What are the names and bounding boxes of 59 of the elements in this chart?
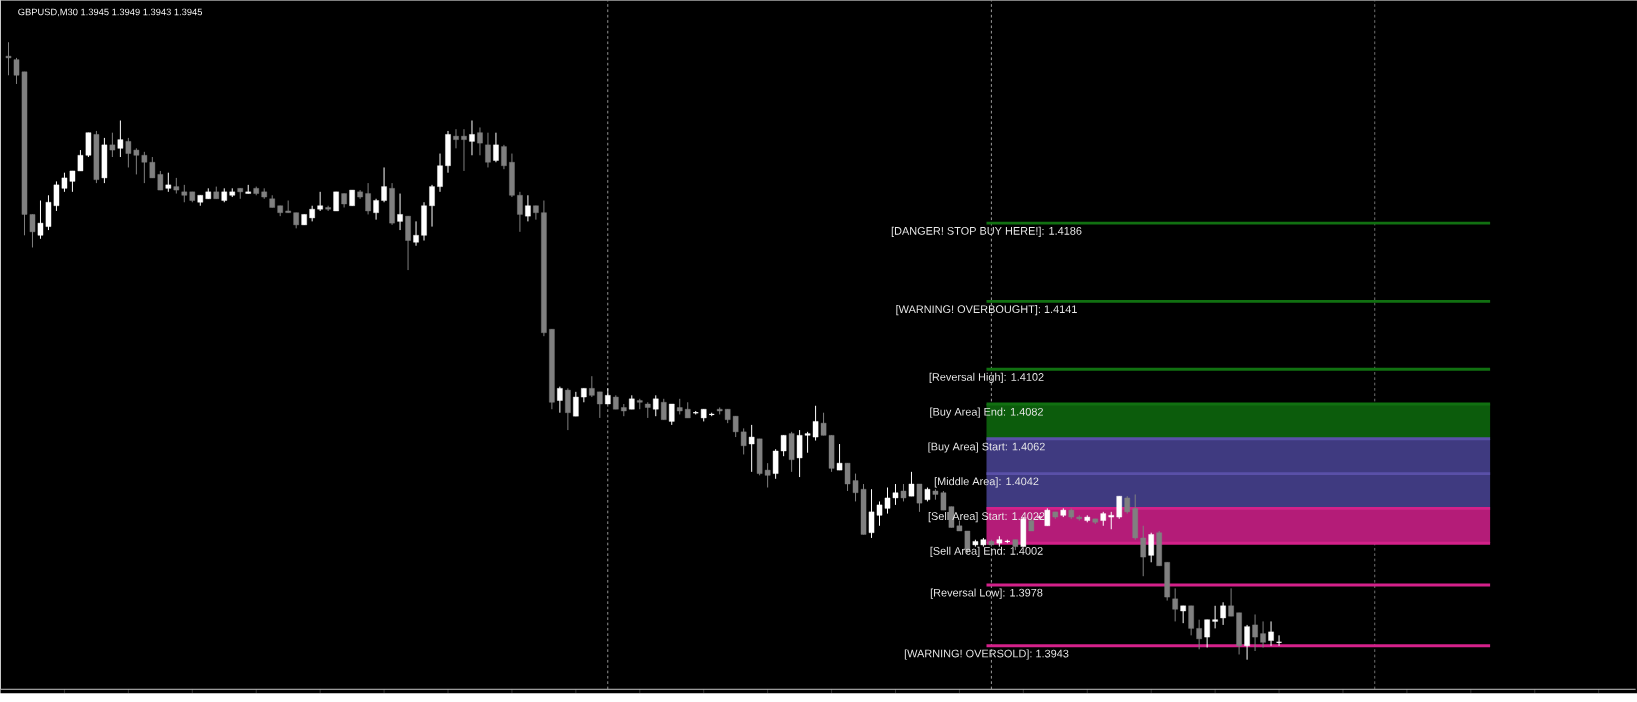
candlestick [1252,613,1258,652]
candlestick [1188,605,1194,636]
candlestick [493,131,499,163]
candlestick [1228,587,1234,617]
candlestick [1140,525,1146,577]
candlestick [117,119,124,158]
candlestick [469,119,475,156]
candlestick [557,385,563,414]
candlestick [1116,495,1122,520]
candlestick [1212,605,1218,629]
candlestick [1260,620,1266,648]
candlestick [1148,532,1154,563]
candlestick [373,198,379,220]
candlestick [517,191,523,233]
candlestick [501,144,507,170]
candlestick [661,398,667,420]
candlestick [1275,634,1283,647]
candlestick [908,471,915,497]
ref-line-label: [Middle Area]: 1.4042 [934,476,1039,488]
candlestick [668,403,675,426]
ref-line-label: [WARNING! OVERBOUGHT]: 1.4141 [896,304,1077,315]
candlestick [381,166,387,203]
candlestick [748,424,755,473]
ref-line-label: [DANGER! STOP BUY HERE!]: 1.4186 [891,226,1082,237]
candlestick [597,391,603,419]
candlestick [485,131,491,168]
candlestick [1220,601,1226,626]
candlestick [165,171,172,193]
candlestick [397,192,403,231]
candlestick [589,375,595,398]
candlestick [573,391,579,417]
candlestick [453,128,459,149]
ref-line-label: [Reversal Low]: 1.3978 [930,588,1043,599]
candlestick [533,205,539,220]
candlestick [1204,618,1210,648]
candlestick [916,483,923,513]
ref-line-label: [Reversal High]: 1.4102 [929,372,1044,383]
candlestick [836,443,843,471]
candlestick [1172,587,1178,622]
candlestick [413,220,419,247]
candlestick [333,191,339,212]
candlestick [1196,618,1202,650]
ref-line-label: [Buy Area] End: 1.4082 [930,407,1043,418]
candlestick [429,184,435,227]
candlestick [5,41,12,76]
candlestick [565,387,571,431]
candlestick [653,394,659,417]
candlestick [477,126,483,156]
candlestick [461,128,467,172]
text: GBPUSD,M30 1.3945 1.3949 1.3943 1.3945 [18,8,203,17]
candlestick [317,191,323,212]
candlestick [525,194,531,222]
ref-line-label: [WARNING! OVERSOLD]: 1.3943 [904,649,1069,660]
candlestick [437,152,443,193]
candlestick [1268,620,1274,647]
candlestick [109,131,116,158]
ref-line-label: [Sell Area] End: 1.4002 [930,546,1043,557]
candlestick [1244,624,1250,660]
candlestick [365,182,371,215]
